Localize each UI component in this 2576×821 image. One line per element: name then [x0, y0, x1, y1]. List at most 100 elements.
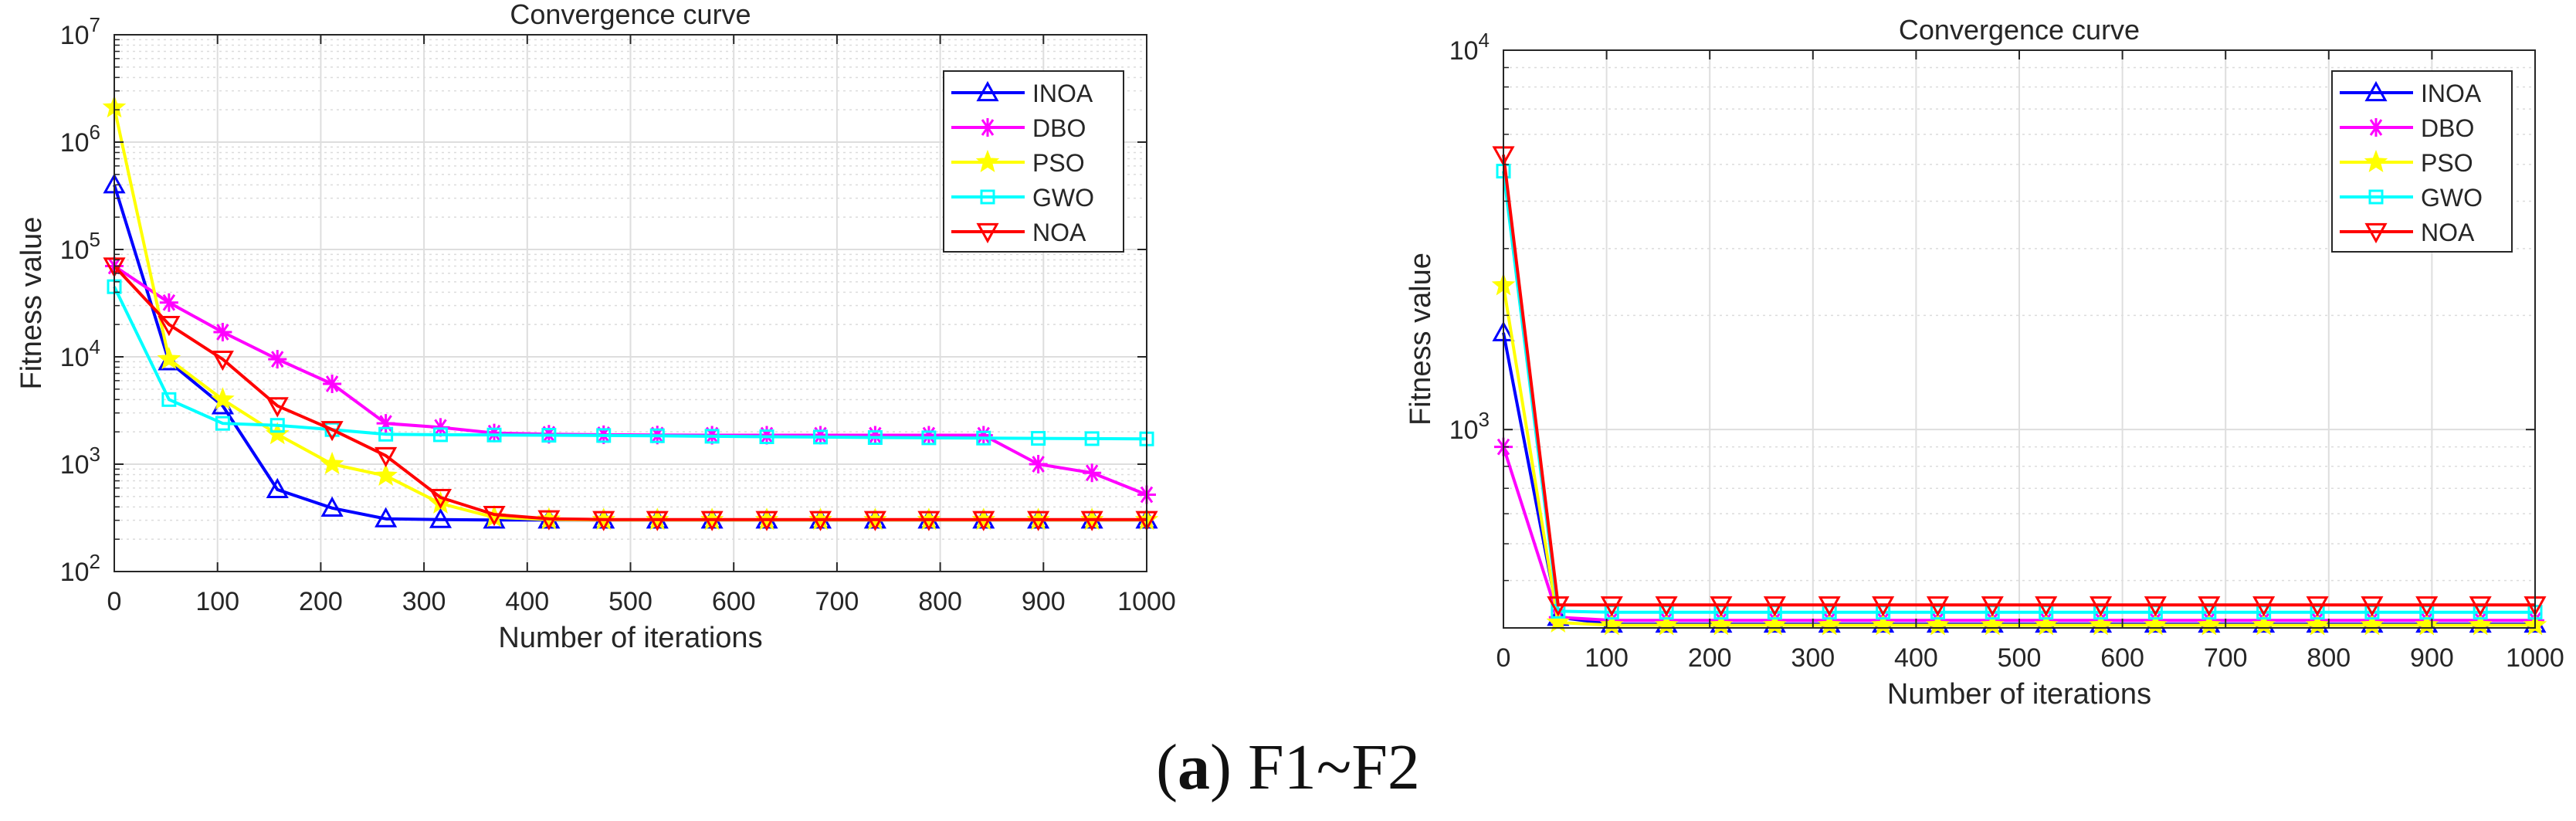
- series-gwo: [107, 279, 1154, 446]
- data-point-noa: [592, 511, 615, 531]
- legend-marker-inoa: [2364, 80, 2388, 102]
- data-point-gwo: [161, 392, 177, 407]
- data-point-noa: [1872, 596, 1895, 617]
- y-tick-label: 107: [60, 13, 100, 50]
- data-point-gwo: [649, 428, 665, 443]
- x-tick-label: 100: [195, 587, 239, 616]
- data-point-noa: [320, 421, 344, 442]
- x-tick-label: 700: [2204, 643, 2248, 673]
- legend-label-gwo: GWO: [1032, 184, 1094, 212]
- legend-label-noa: NOA: [2421, 219, 2475, 246]
- data-point-noa: [1818, 596, 1841, 617]
- data-point-dbo: [485, 423, 504, 443]
- data-point-pso: [1709, 612, 1734, 636]
- data-point-pso: [2034, 612, 2059, 636]
- data-point-gwo: [432, 427, 448, 443]
- legend-marker-pso: [975, 149, 1000, 172]
- data-point-noa: [646, 511, 669, 531]
- data-point-noa: [1710, 596, 1733, 617]
- data-point-noa: [755, 511, 778, 531]
- legend-label-noa: NOA: [1032, 219, 1086, 246]
- series-line-noa: [113, 265, 1147, 521]
- x-tick-label: 400: [505, 587, 549, 616]
- series-line-gwo: [1502, 171, 2535, 614]
- data-point-dbo: [974, 426, 993, 445]
- data-point-pso: [1763, 612, 1787, 636]
- legend-marker-inoa: [976, 80, 999, 102]
- legend-label-dbo: DBO: [1032, 114, 1086, 142]
- data-point-pso: [2089, 612, 2113, 636]
- legend-label-pso: PSO: [2421, 149, 2473, 177]
- y-axis-label: Fitness value: [15, 217, 48, 390]
- data-point-pso: [2252, 612, 2276, 636]
- data-point-noa: [1080, 511, 1103, 531]
- data-point-dbo: [919, 426, 938, 445]
- data-point-pso: [2144, 612, 2168, 636]
- data-point-gwo: [215, 416, 230, 431]
- x-tick-label: 0: [1496, 643, 1511, 673]
- data-point-dbo: [1083, 463, 1102, 483]
- data-point-noa: [211, 350, 234, 371]
- data-point-pso: [374, 463, 398, 486]
- series-noa: [1492, 146, 2547, 617]
- data-point-pso: [265, 422, 290, 445]
- data-point-pso: [2197, 612, 2222, 636]
- x-tick-label: 1000: [2506, 643, 2564, 673]
- data-point-pso: [1980, 612, 2005, 636]
- data-point-noa: [917, 511, 941, 531]
- data-point-gwo: [1084, 431, 1100, 446]
- x-tick-label: 400: [1894, 643, 1938, 673]
- data-point-noa: [266, 397, 289, 418]
- data-point-noa: [2306, 596, 2329, 617]
- caption-paren-close: ): [1210, 731, 1232, 803]
- data-point-noa: [1027, 511, 1050, 531]
- data-point-pso: [2415, 612, 2439, 636]
- legend-marker-noa: [976, 222, 999, 244]
- legend-label-inoa: INOA: [2421, 80, 2482, 107]
- data-point-noa: [429, 488, 452, 510]
- y-tick-label: 104: [60, 335, 100, 372]
- x-tick-label: 800: [918, 587, 962, 616]
- data-point-noa: [1547, 596, 1570, 617]
- data-point-noa: [972, 511, 995, 531]
- data-point-noa: [158, 316, 181, 337]
- data-point-gwo: [813, 429, 829, 445]
- data-point-pso: [1871, 612, 1895, 636]
- x-tick-label: 600: [2100, 643, 2144, 673]
- legend-marker-gwo: [2368, 189, 2384, 205]
- legend-marker-noa: [2364, 222, 2388, 244]
- x-tick-label: 200: [1688, 643, 1732, 673]
- data-point-gwo: [541, 428, 557, 443]
- data-point-noa: [2469, 596, 2492, 617]
- data-point-pso: [320, 451, 344, 474]
- x-tick-label: 900: [1022, 587, 1066, 616]
- data-point-gwo: [596, 428, 612, 443]
- data-point-noa: [2035, 596, 2058, 617]
- x-tick-label: 1000: [1117, 587, 1176, 616]
- data-point-dbo: [268, 350, 287, 369]
- data-point-gwo: [486, 427, 502, 443]
- x-tick-label: 200: [299, 587, 343, 616]
- data-point-inoa: [320, 496, 344, 517]
- x-tick-label: 700: [815, 587, 859, 616]
- data-point-dbo: [376, 414, 395, 433]
- data-point-gwo: [976, 430, 991, 446]
- x-tick-label: 500: [1998, 643, 2042, 673]
- data-point-noa: [2415, 596, 2439, 617]
- x-tick-label: 900: [2410, 643, 2454, 673]
- caption-text: F1~F2: [1248, 731, 1420, 803]
- data-point-noa: [1926, 596, 1950, 617]
- series-noa: [103, 257, 1158, 531]
- data-point-inoa: [429, 507, 452, 528]
- data-point-gwo: [759, 429, 774, 445]
- data-point-gwo: [269, 418, 285, 433]
- data-point-dbo: [213, 322, 232, 341]
- x-tick-label: 800: [2307, 643, 2351, 673]
- legend: INOA DBO PSO GWO NOA: [943, 70, 1124, 253]
- legend-label-gwo: GWO: [2421, 184, 2483, 212]
- data-point-dbo: [1029, 455, 1048, 473]
- data-point-pso: [2468, 612, 2493, 636]
- x-tick-label: 500: [608, 587, 652, 616]
- data-point-noa: [2089, 596, 2113, 617]
